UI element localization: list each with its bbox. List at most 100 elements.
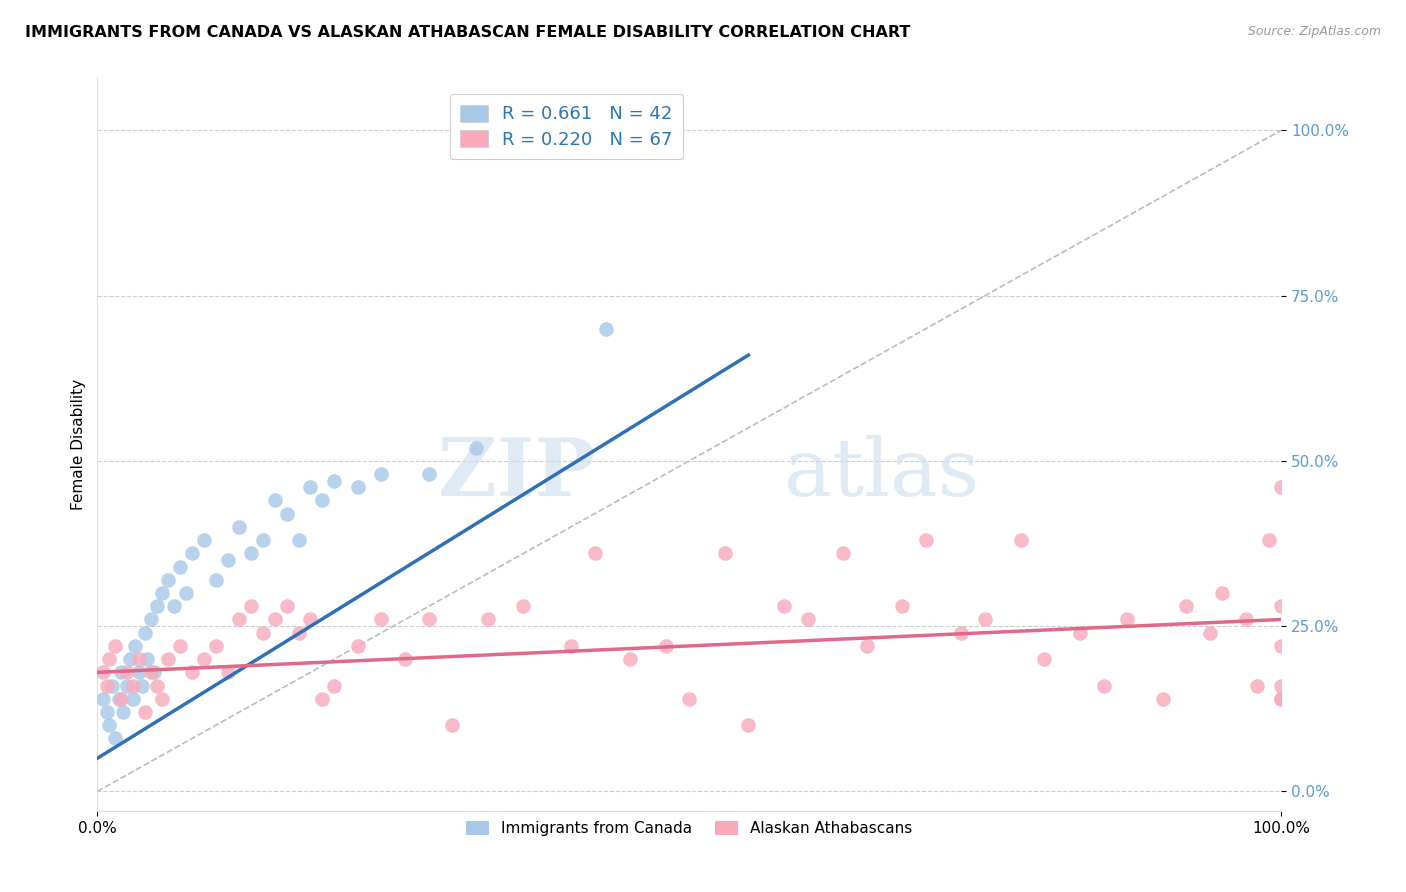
Point: [441, 718, 464, 732]
Point: [228, 520, 250, 534]
Point: [1010, 533, 1032, 548]
Point: [370, 467, 392, 481]
Point: [299, 480, 322, 494]
Point: [143, 665, 166, 680]
Point: [96, 679, 118, 693]
Point: [217, 665, 239, 680]
Point: [1270, 599, 1292, 614]
Point: [104, 639, 127, 653]
Point: [100, 679, 122, 693]
Text: atlas: atlas: [785, 434, 979, 513]
Point: [855, 639, 877, 653]
Point: [1270, 480, 1292, 494]
Point: [104, 731, 127, 746]
Text: IMMIGRANTS FROM CANADA VS ALASKAN ATHABASCAN FEMALE DISABILITY CORRELATION CHART: IMMIGRANTS FROM CANADA VS ALASKAN ATHABA…: [25, 25, 911, 40]
Point: [121, 679, 143, 693]
Point: [276, 507, 298, 521]
Point: [264, 612, 287, 626]
Point: [1258, 533, 1281, 548]
Point: [115, 679, 138, 693]
Point: [1092, 679, 1115, 693]
Point: [145, 599, 167, 614]
Point: [678, 691, 700, 706]
Point: [157, 573, 180, 587]
Point: [134, 705, 156, 719]
Point: [136, 652, 159, 666]
Point: [276, 599, 298, 614]
Point: [204, 573, 226, 587]
Text: ZIP: ZIP: [437, 434, 595, 513]
Point: [370, 612, 392, 626]
Point: [1270, 691, 1292, 706]
Point: [174, 586, 197, 600]
Point: [1175, 599, 1198, 614]
Point: [157, 652, 180, 666]
Point: [1270, 639, 1292, 653]
Point: [773, 599, 796, 614]
Point: [169, 559, 191, 574]
Point: [311, 493, 333, 508]
Point: [110, 691, 132, 706]
Point: [1246, 679, 1268, 693]
Point: [299, 612, 322, 626]
Point: [654, 639, 676, 653]
Point: [169, 639, 191, 653]
Point: [181, 665, 204, 680]
Text: Source: ZipAtlas.com: Source: ZipAtlas.com: [1247, 25, 1381, 38]
Point: [560, 639, 582, 653]
Point: [619, 652, 641, 666]
Point: [128, 652, 150, 666]
Point: [1211, 586, 1233, 600]
Point: [139, 665, 162, 680]
Point: [240, 599, 263, 614]
Point: [323, 474, 346, 488]
Point: [163, 599, 186, 614]
Legend: Immigrants from Canada, Alaskan Athabascans: Immigrants from Canada, Alaskan Athabasc…: [458, 814, 920, 844]
Point: [128, 665, 150, 680]
Point: [287, 625, 309, 640]
Point: [287, 533, 309, 548]
Point: [1234, 612, 1257, 626]
Point: [193, 652, 215, 666]
Point: [107, 691, 129, 706]
Point: [974, 612, 997, 626]
Point: [1199, 625, 1222, 640]
Point: [595, 321, 617, 335]
Point: [1116, 612, 1139, 626]
Point: [96, 705, 118, 719]
Point: [1270, 679, 1292, 693]
Point: [121, 691, 143, 706]
Point: [112, 705, 135, 719]
Point: [1152, 691, 1174, 706]
Point: [228, 612, 250, 626]
Point: [120, 652, 142, 666]
Point: [1270, 691, 1292, 706]
Point: [832, 546, 855, 560]
Point: [891, 599, 914, 614]
Point: [252, 625, 274, 640]
Point: [145, 679, 167, 693]
Point: [1033, 652, 1056, 666]
Point: [796, 612, 818, 626]
Point: [240, 546, 263, 560]
Point: [139, 612, 162, 626]
Point: [737, 718, 759, 732]
Point: [323, 679, 346, 693]
Point: [1069, 625, 1091, 640]
Point: [181, 546, 204, 560]
Point: [110, 665, 132, 680]
Point: [477, 612, 499, 626]
Point: [512, 599, 534, 614]
Point: [115, 665, 138, 680]
Point: [418, 467, 440, 481]
Point: [465, 441, 488, 455]
Point: [91, 691, 114, 706]
Point: [193, 533, 215, 548]
Point: [98, 652, 121, 666]
Point: [204, 639, 226, 653]
Point: [217, 553, 239, 567]
Point: [311, 691, 333, 706]
Point: [124, 639, 146, 653]
Point: [346, 639, 368, 653]
Point: [91, 665, 114, 680]
